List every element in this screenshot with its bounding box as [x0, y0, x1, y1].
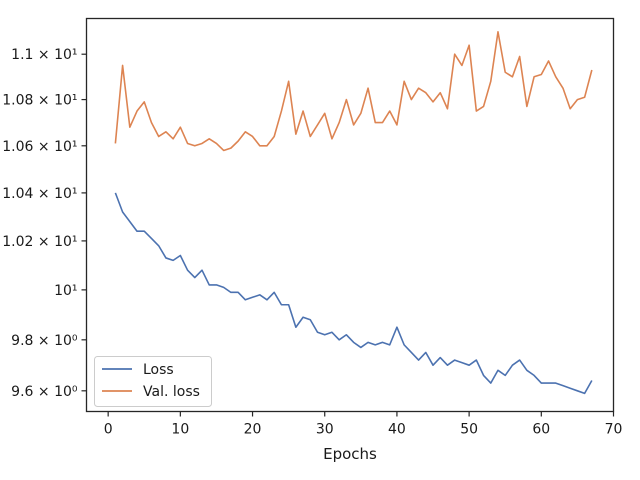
plot-area-frame [85, 17, 615, 413]
y-tick-label: 9.6 × 10⁰ [11, 384, 78, 400]
axis-ticks: 0 10 20 30 40 50 60 70 9.6 × 10⁰ 9.8 × 10⁰ 10¹ 1.02… [2, 47, 622, 437]
y-tick-label: 1.04 × 10¹ [2, 186, 77, 202]
x-tick-label: 10 [171, 422, 189, 438]
x-tick-label: 0 [104, 422, 113, 438]
legend-label-loss: Loss [143, 362, 174, 378]
y-tick-label: 9.8 × 10⁰ [11, 333, 78, 349]
y-tick-label: 10¹ [54, 283, 77, 299]
y-tick-label: 1.02 × 10¹ [2, 234, 77, 250]
y-tick-label: 1.08 × 10¹ [2, 93, 77, 109]
x-axis-label: Epochs [323, 445, 377, 463]
series-line-loss [114, 192, 593, 395]
y-tick-label: 1.06 × 10¹ [2, 139, 77, 155]
x-tick-label: 70 [605, 422, 623, 438]
x-tick-label: 60 [532, 422, 550, 438]
y-tick-label: 1.1 × 10¹ [11, 47, 77, 63]
x-tick-label: 40 [388, 422, 406, 438]
x-tick-label: 50 [460, 422, 478, 438]
series-lines [114, 31, 593, 395]
x-tick-label: 30 [316, 422, 334, 438]
x-tick-label: 20 [244, 422, 262, 438]
series-line-val-loss [114, 31, 593, 152]
legend-label-val-loss: Val. loss [143, 384, 200, 400]
legend: Loss Val. loss [94, 356, 212, 407]
